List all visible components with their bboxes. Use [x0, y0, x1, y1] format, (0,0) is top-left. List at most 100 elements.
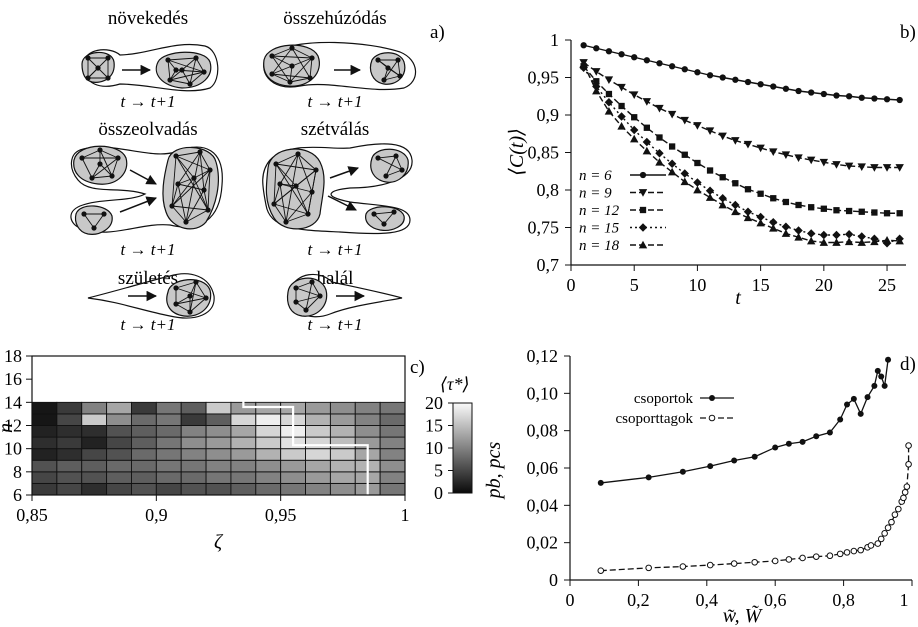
network-edge	[383, 75, 401, 81]
heatmap-cell	[255, 459, 282, 473]
data-point	[731, 457, 738, 464]
network-edge	[377, 157, 403, 171]
data-point	[639, 206, 647, 214]
network-node	[313, 167, 319, 173]
network-edge	[295, 287, 321, 297]
network-node	[165, 57, 171, 63]
network-graph	[85, 55, 111, 81]
heatmap-cell	[106, 425, 132, 438]
data-point	[769, 218, 778, 227]
data-point	[895, 164, 904, 172]
birth-diagram	[87, 273, 215, 319]
network-edge	[199, 151, 205, 191]
network-edge	[297, 153, 313, 193]
network-edge	[181, 69, 191, 85]
network-node	[289, 63, 295, 69]
data-point	[833, 92, 840, 99]
panel-d-chart: d) 0 0,2 0,4 0,6 0,8 1 0 0,02 0,04 0,06 0,08 0,10 0,…	[483, 346, 916, 627]
heatmap-cell	[354, 413, 381, 426]
data-point	[643, 124, 650, 131]
data-point	[719, 74, 726, 81]
data-point	[806, 229, 816, 238]
data-point	[844, 237, 854, 246]
x-axis-label: ζ	[214, 531, 224, 553]
heatmap-cell	[379, 425, 406, 438]
white-boundary-line	[242, 356, 369, 495]
heatmap-cell	[205, 471, 232, 484]
data-point	[837, 416, 844, 423]
network-edge	[177, 183, 187, 223]
data-point	[857, 546, 865, 554]
network-edge	[195, 57, 205, 73]
data-point	[655, 104, 664, 113]
heatmap-cell	[230, 436, 257, 450]
heatmap-cell	[106, 401, 132, 415]
data-point	[857, 238, 866, 246]
data-point	[617, 112, 626, 121]
data-point	[743, 213, 753, 222]
transition-arrow	[129, 169, 157, 185]
data-point	[630, 134, 639, 143]
network-node	[317, 293, 323, 299]
network-edge	[175, 151, 201, 157]
heatmap-cell	[131, 448, 157, 461]
heatmap-cell	[56, 482, 83, 496]
heatmap-cell	[305, 436, 331, 450]
network-node	[197, 149, 203, 155]
heatmap-cell	[354, 401, 381, 415]
network-edge	[91, 163, 101, 179]
network-edge	[289, 65, 293, 83]
network-edge	[175, 303, 191, 313]
x-axis-label: w̃, W̃	[723, 604, 764, 627]
y-tick-label: 0,04	[527, 495, 559, 515]
network-edge	[289, 57, 313, 83]
network-node	[273, 161, 279, 167]
network-node	[395, 57, 401, 63]
data-point	[630, 125, 639, 135]
event-title-birth: születés	[118, 268, 178, 289]
network-edge	[175, 281, 197, 289]
data-point	[794, 233, 803, 241]
heatmap-cell	[155, 448, 182, 461]
heatmap-cell	[131, 459, 157, 473]
data-point	[679, 563, 687, 570]
data-point	[732, 180, 739, 187]
network-node	[201, 69, 207, 75]
network-graph	[293, 279, 323, 313]
data-point	[642, 137, 652, 147]
network-edge	[271, 47, 293, 57]
heatmap-cell	[56, 436, 83, 450]
heatmap-cell	[230, 459, 257, 473]
data-point	[770, 83, 777, 90]
growth-diagram	[81, 43, 219, 92]
data-point	[833, 207, 840, 214]
y-tick-label: 0,85	[528, 143, 560, 163]
data-point	[782, 85, 790, 92]
network-node	[201, 187, 207, 193]
network-edge	[285, 191, 313, 223]
heatmap-cell	[56, 413, 83, 426]
network-graph	[371, 209, 397, 227]
network-edge	[295, 295, 321, 303]
data-point	[895, 505, 902, 513]
data-point	[732, 76, 739, 83]
data-point	[832, 238, 841, 246]
legend-label: csoportok	[634, 391, 694, 407]
heatmap-cell	[180, 459, 207, 473]
panel-c-heatmap: c) 0,850,90,951681012141618ζn 05101520⟨τ…	[0, 346, 473, 553]
network-node	[95, 65, 101, 71]
heatmap-cell	[131, 471, 157, 484]
data-point	[604, 76, 614, 84]
network-edge	[311, 281, 321, 297]
network-edge	[279, 183, 287, 223]
network-graph	[375, 57, 403, 83]
data-point	[881, 530, 888, 537]
data-point	[874, 540, 882, 547]
heatmap-cell	[379, 401, 406, 415]
heatmap-cell	[329, 459, 356, 473]
network-node	[309, 279, 315, 285]
panel-b-chart: b) 0 5 10 15 20 25 0,7 0,75 0,8 0,85 0,9 0,95 1 t ⟨C(t…	[506, 22, 916, 309]
network-edge	[385, 169, 403, 177]
network-node	[173, 285, 179, 291]
x-tick-label: 15	[752, 275, 770, 295]
